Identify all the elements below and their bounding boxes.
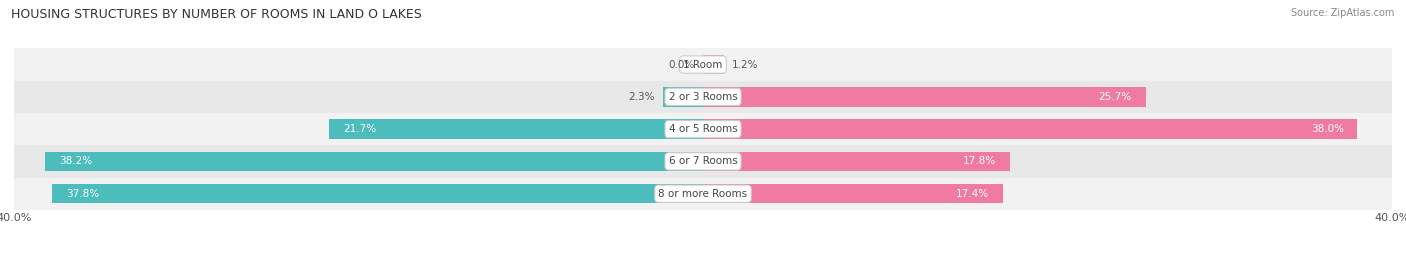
Text: 38.0%: 38.0% <box>1310 124 1344 134</box>
Bar <box>14 48 1392 81</box>
Bar <box>14 178 1392 210</box>
Text: 2.3%: 2.3% <box>628 92 655 102</box>
Text: 0.0%: 0.0% <box>668 59 695 70</box>
Text: 17.8%: 17.8% <box>963 156 995 167</box>
Bar <box>703 87 1146 107</box>
Bar <box>664 87 703 107</box>
Text: 37.8%: 37.8% <box>66 189 98 199</box>
Text: 8 or more Rooms: 8 or more Rooms <box>658 189 748 199</box>
Bar <box>703 119 1358 139</box>
Text: 4 or 5 Rooms: 4 or 5 Rooms <box>669 124 737 134</box>
Bar <box>14 81 1392 113</box>
Bar <box>14 145 1392 178</box>
Text: 2 or 3 Rooms: 2 or 3 Rooms <box>669 92 737 102</box>
Text: 1.2%: 1.2% <box>733 59 759 70</box>
Text: 25.7%: 25.7% <box>1098 92 1132 102</box>
Text: Source: ZipAtlas.com: Source: ZipAtlas.com <box>1291 8 1395 18</box>
Bar <box>703 55 724 74</box>
Text: 21.7%: 21.7% <box>343 124 377 134</box>
Bar <box>45 152 703 171</box>
Text: HOUSING STRUCTURES BY NUMBER OF ROOMS IN LAND O LAKES: HOUSING STRUCTURES BY NUMBER OF ROOMS IN… <box>11 8 422 21</box>
Bar <box>52 184 703 203</box>
Text: 1 Room: 1 Room <box>683 59 723 70</box>
Text: 38.2%: 38.2% <box>59 156 91 167</box>
Bar <box>703 184 1002 203</box>
Bar <box>703 152 1010 171</box>
Text: 6 or 7 Rooms: 6 or 7 Rooms <box>669 156 737 167</box>
Bar <box>329 119 703 139</box>
Bar <box>14 113 1392 145</box>
Text: 17.4%: 17.4% <box>956 189 988 199</box>
